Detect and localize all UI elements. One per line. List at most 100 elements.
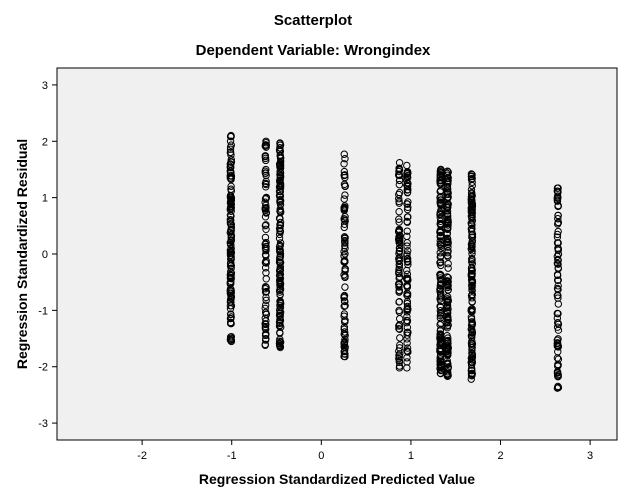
- scatter-point: [553, 339, 562, 347]
- scatter-point: [554, 211, 562, 220]
- scatter-point: [341, 265, 349, 273]
- scatter-point: [275, 311, 284, 320]
- scatter-point: [553, 314, 562, 322]
- scatter-point: [467, 240, 476, 249]
- scatter-point: [262, 242, 270, 251]
- x-tick-label: -2: [137, 450, 147, 462]
- scatter-point: [468, 230, 477, 238]
- scatter-point: [262, 183, 270, 191]
- scatter-point: [341, 244, 349, 253]
- scatter-point: [468, 342, 476, 350]
- scatter-point: [275, 245, 284, 253]
- scatter-point: [467, 307, 476, 315]
- scatter-point: [396, 244, 404, 253]
- scatter-point: [227, 220, 235, 228]
- x-tick-label: 2: [497, 450, 503, 462]
- scatter-point: [341, 217, 349, 225]
- scatter-point: [403, 227, 411, 235]
- scatter-point: [276, 308, 285, 316]
- scatter-point: [261, 314, 269, 322]
- scatter-point: [467, 358, 475, 367]
- scatter-point: [444, 238, 452, 247]
- scatter-point: [444, 264, 452, 272]
- scatter-point: [436, 321, 444, 329]
- scatter-point: [261, 304, 269, 312]
- scatter-point: [227, 298, 235, 306]
- scatter-point: [436, 302, 444, 311]
- scatter-point: [261, 169, 270, 177]
- scatter-point: [261, 264, 270, 272]
- scatter-point: [403, 232, 411, 241]
- scatter-point: [554, 276, 562, 284]
- scatter-point: [341, 239, 349, 247]
- scatter-point: [395, 298, 403, 306]
- y-tick-label: 3: [42, 80, 48, 92]
- scatter-point: [227, 182, 235, 191]
- x-tick-label: 3: [587, 450, 593, 462]
- scatter-point: [261, 320, 269, 328]
- y-tick-label: 1: [42, 193, 48, 205]
- scatter-point: [276, 221, 285, 230]
- scatter-point: [436, 228, 445, 237]
- scatter-point: [227, 141, 235, 149]
- scatter-point: [226, 246, 235, 255]
- scatter-point: [262, 165, 270, 174]
- scatter-point: [227, 260, 235, 268]
- scatter-point: [467, 361, 476, 369]
- scatter-point: [444, 200, 452, 208]
- scatter-point: [341, 241, 349, 250]
- scatter-point: [554, 215, 562, 223]
- scatter-point: [275, 183, 284, 191]
- y-tick-label: -1: [38, 305, 48, 317]
- scatter-point: [404, 180, 412, 188]
- scatter-point: [227, 264, 235, 272]
- scatter-point: [436, 281, 445, 290]
- scatter-point: [443, 195, 451, 203]
- scatter-point: [341, 171, 349, 179]
- scatter-point: [395, 171, 403, 179]
- scatter-point: [468, 182, 476, 190]
- scatter-point: [262, 246, 270, 255]
- scatter-point: [395, 324, 403, 333]
- scatter-point: [554, 264, 562, 272]
- scatter-point: [395, 164, 403, 172]
- scatter-point: [436, 295, 444, 303]
- chart-title: Scatterplot: [273, 12, 353, 29]
- scatter-point: [403, 274, 411, 282]
- scatter-point: [468, 286, 476, 295]
- scatter-point: [262, 293, 270, 302]
- scatter-point: [276, 197, 284, 206]
- scatter-point: [395, 322, 403, 330]
- scatter-point: [395, 188, 404, 197]
- scatter-point: [403, 182, 412, 191]
- scatter-point: [275, 322, 284, 330]
- scatter-point: [554, 319, 562, 327]
- scatter-point: [436, 217, 445, 226]
- x-tick-label: 1: [408, 450, 414, 462]
- scatter-point: [276, 259, 284, 267]
- scatter-point: [227, 313, 235, 321]
- scatter-point: [444, 185, 452, 193]
- scatter-point: [554, 343, 562, 351]
- scatter-point: [468, 294, 476, 302]
- y-tick-label: -2: [38, 362, 48, 374]
- scatter-point: [262, 221, 270, 229]
- scatter-point: [276, 227, 284, 235]
- scatter-point: [226, 249, 235, 257]
- scatter-point: [403, 181, 411, 189]
- scatter-point: [395, 176, 404, 185]
- scatter-point: [395, 353, 403, 361]
- scatter-point: [226, 148, 235, 157]
- scatter-point: [395, 268, 403, 276]
- scatter-point: [403, 171, 412, 180]
- scatter-point: [553, 291, 562, 300]
- scatter-point: [443, 368, 452, 376]
- scatter-point: [262, 225, 270, 234]
- scatter-point: [276, 154, 285, 163]
- scatter-point: [226, 163, 235, 171]
- scatter-point: [262, 193, 271, 202]
- scatter-point: [340, 203, 348, 212]
- scatter-point: [553, 194, 561, 202]
- scatter-point: [403, 299, 411, 308]
- scatter-point: [437, 244, 445, 253]
